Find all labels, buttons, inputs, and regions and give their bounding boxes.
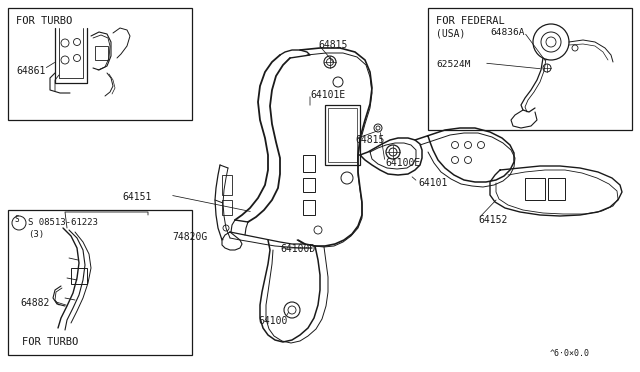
Bar <box>222 200 232 215</box>
Text: 64100: 64100 <box>258 316 287 326</box>
Text: (3): (3) <box>28 230 44 239</box>
Text: 74820G: 74820G <box>172 232 207 242</box>
Text: 64836A: 64836A <box>490 28 525 37</box>
Text: 64815: 64815 <box>318 40 348 50</box>
Text: S: S <box>15 215 19 224</box>
Text: FOR FEDERAL: FOR FEDERAL <box>436 16 505 26</box>
Text: (USA): (USA) <box>436 28 465 38</box>
Circle shape <box>374 124 382 132</box>
Text: FOR TURBO: FOR TURBO <box>22 337 78 347</box>
Text: 64861: 64861 <box>16 66 45 76</box>
Bar <box>8 210 192 355</box>
Text: 62524M: 62524M <box>436 60 470 69</box>
Text: 64152: 64152 <box>478 215 508 225</box>
Text: ^6·0×0.0: ^6·0×0.0 <box>550 349 590 358</box>
Bar <box>303 155 315 172</box>
Bar <box>325 105 360 165</box>
Text: 64101E: 64101E <box>310 90 345 100</box>
Bar <box>428 8 632 130</box>
Circle shape <box>543 64 551 72</box>
Bar <box>222 175 232 195</box>
Text: 64100E: 64100E <box>385 158 420 168</box>
Bar <box>95 46 108 60</box>
Bar <box>548 178 565 200</box>
Bar <box>8 8 192 120</box>
Bar <box>71 268 87 284</box>
Text: 64815: 64815 <box>355 135 385 145</box>
Bar <box>328 108 357 162</box>
Text: 64100D: 64100D <box>280 244 316 254</box>
Circle shape <box>386 145 400 159</box>
Text: S 08513-61223: S 08513-61223 <box>28 218 98 227</box>
Bar <box>525 178 545 200</box>
Text: 64882: 64882 <box>20 298 49 308</box>
Text: FOR TURBO: FOR TURBO <box>16 16 72 26</box>
Text: 64101: 64101 <box>418 178 447 188</box>
Bar <box>303 200 315 215</box>
Text: 64151: 64151 <box>122 192 152 202</box>
Circle shape <box>324 56 336 68</box>
Bar <box>303 178 315 192</box>
